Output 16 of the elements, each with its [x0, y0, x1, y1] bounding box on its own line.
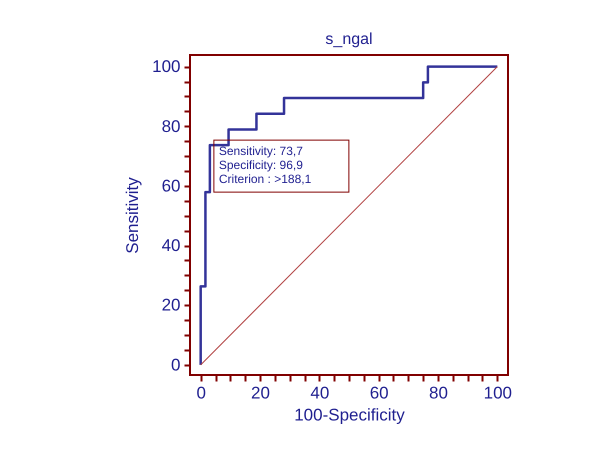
y-tick-label: 0	[171, 355, 180, 374]
x-tick-label: 60	[370, 384, 389, 402]
y-tick-label: 100	[152, 57, 180, 76]
chart-title: s_ngal	[325, 31, 373, 48]
y-tick-label: 20	[162, 296, 180, 315]
x-tick-label: 0	[196, 384, 206, 402]
x-tick-label: 40	[310, 384, 330, 402]
y-tick-label: 60	[162, 176, 180, 196]
x-tick-label: 100	[484, 384, 512, 402]
annotation: Sensitivity: 73,7 Specificity: 96,9 Criterion : >188,1	[218, 144, 312, 186]
x-tick-label: 80	[429, 384, 448, 402]
y-tick-label: 80	[162, 116, 180, 136]
y-tick-label: 40	[162, 236, 180, 256]
y-axis-title: Sensitivity	[123, 176, 142, 254]
x-tick-label: 20	[251, 384, 270, 402]
x-axis-title: 100-Specificity	[294, 406, 406, 424]
